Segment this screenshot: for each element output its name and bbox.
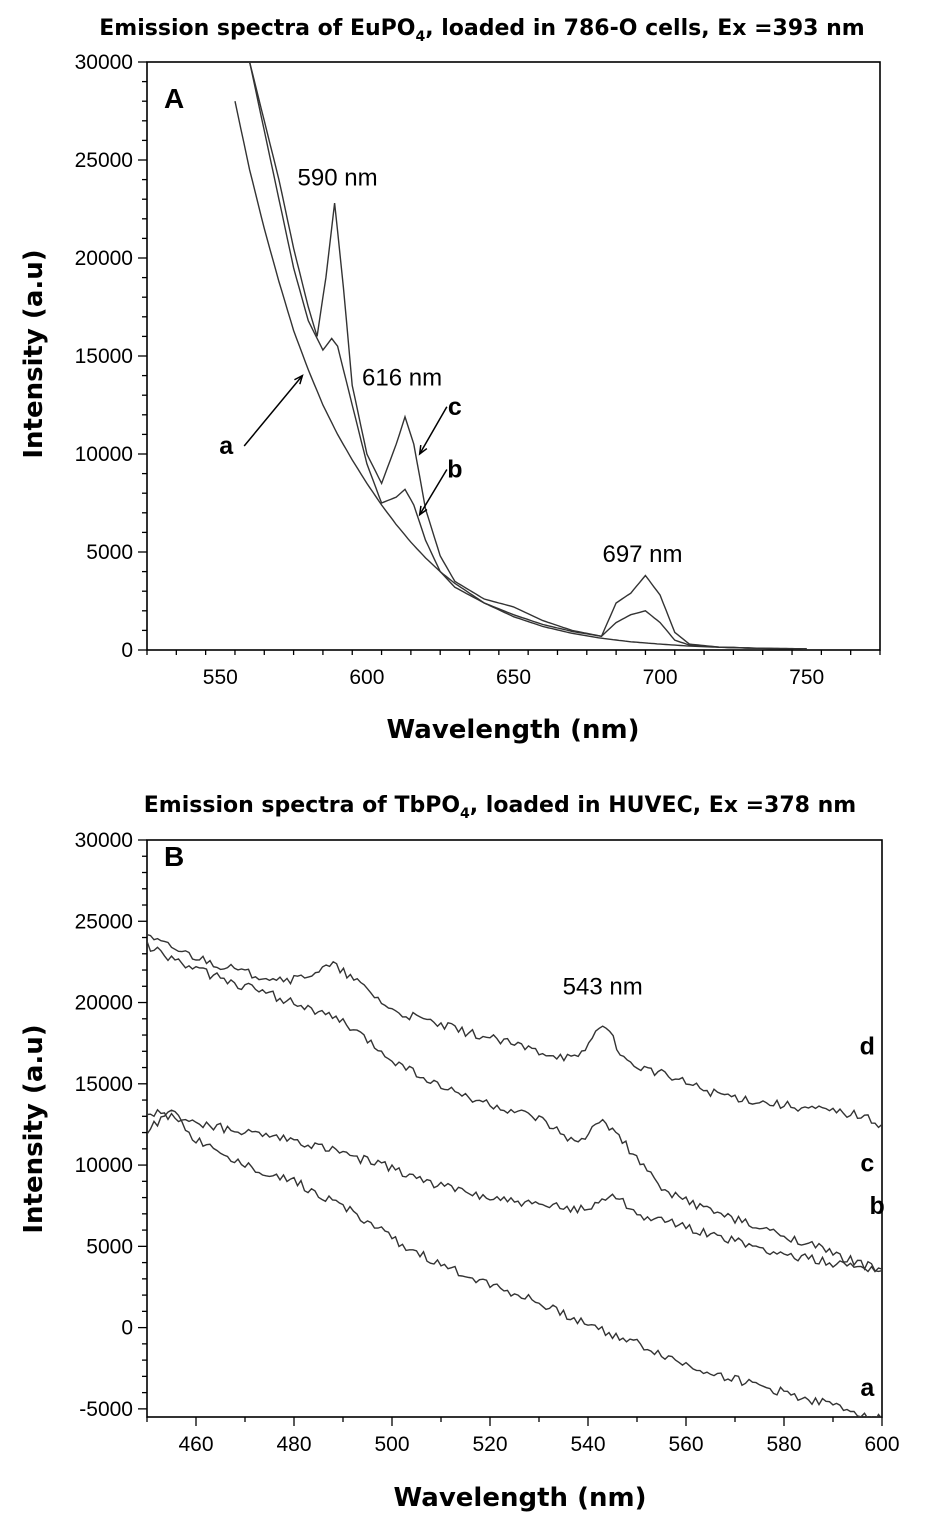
chart-title-a: Emission spectra of EuPO4, loaded in 786… [99,16,864,45]
x-tick-label: 600 [349,666,384,689]
y-tick-label: 30000 [75,829,133,852]
curve-a-arrowhead [294,374,304,385]
series-c-line-b [147,940,882,1273]
y-tick-label: 5000 [86,541,133,564]
curve-label-b: b [447,456,462,484]
series-a-line-b [147,1109,882,1417]
curve-label-d: d [860,1033,875,1061]
curve-a-arrow [243,375,303,447]
curve-label-c: c [448,393,462,421]
peak-annotation: 697 nm [602,541,682,568]
series-b-line-b [147,1108,882,1273]
y-tick-label: 25000 [75,149,133,172]
y-tick-label: -5000 [79,1398,133,1421]
peak-annotation: 590 nm [298,164,378,191]
curve-label-c: c [860,1150,874,1178]
x-axis-label-b: Wavelength (nm) [394,1483,647,1513]
x-tick-label: 500 [374,1433,409,1456]
chart-title-b: Emission spectra of TbPO4, loaded in HUV… [144,793,856,822]
curve-label-b: b [869,1192,884,1220]
curve-b-arrowhead [418,505,428,517]
y-tick-label: 30000 [75,51,133,74]
x-tick-label: 480 [276,1433,311,1456]
series-c-line-a [248,62,807,650]
series-b-line-a [248,62,807,650]
x-tick-label: 750 [789,666,824,689]
y-tick-label: 10000 [75,443,133,466]
y-tick-label: 25000 [75,910,133,933]
curve-b-arrow [419,469,448,516]
x-tick-label: 700 [643,666,678,689]
peak-annotation: 616 nm [362,364,442,391]
plot-frame-a [146,61,881,651]
curve-label-a: a [860,1374,875,1402]
y-tick-label: 0 [121,639,133,662]
y-tick-label: 15000 [75,345,133,368]
x-tick-label: 650 [496,666,531,689]
x-axis-label-a: Wavelength (nm) [387,715,640,745]
plot-frame-b [146,839,883,1418]
peak-annotation: 543 nm [563,973,643,1000]
x-tick-label: 600 [864,1433,899,1456]
x-tick-label: 560 [668,1433,703,1456]
panel-label-a: A [164,83,184,114]
y-axis-label-b: Intensity (a.u) [19,1024,49,1233]
curve-c-arrowhead [418,444,428,456]
y-tick-label: 20000 [75,247,133,270]
y-tick-label: 0 [121,1317,133,1340]
series-d-line-b [147,933,882,1129]
x-tick-label: 540 [570,1433,605,1456]
x-tick-label: 520 [472,1433,507,1456]
panel-label-b: B [164,841,184,872]
y-axis-label-a: Intensity (a.u) [19,249,49,458]
y-tick-label: 10000 [75,1154,133,1177]
curve-c-arrow [419,406,448,455]
panel-a-chart: Emission spectra of EuPO4, loaded in 786… [19,16,881,745]
x-tick-label: 580 [766,1433,801,1456]
x-tick-label: 460 [178,1433,213,1456]
curve-label-a: a [219,432,234,460]
y-tick-label: 5000 [86,1235,133,1258]
y-tick-label: 20000 [75,992,133,1015]
x-tick-label: 550 [203,666,238,689]
panel-b-chart: Emission spectra of TbPO4, loaded in HUV… [19,793,900,1513]
y-tick-label: 15000 [75,1073,133,1096]
